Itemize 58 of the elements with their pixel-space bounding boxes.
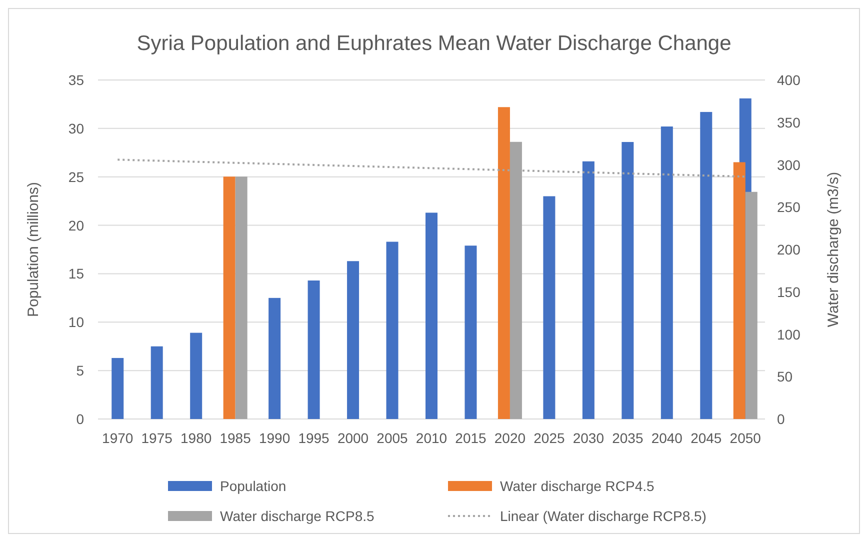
bar — [622, 142, 634, 419]
y-tick-label: 35 — [68, 72, 84, 88]
y-tick-label: 25 — [68, 168, 84, 185]
x-tick-label: 2035 — [612, 430, 644, 446]
y2-tick-label: 150 — [777, 284, 801, 300]
legend-label: Water discharge RCP4.5 — [500, 478, 655, 494]
y2-tick-label: 100 — [777, 326, 801, 342]
x-tick-label: 2050 — [730, 430, 762, 446]
y2-axis-title: Water discharge (m3/s) — [825, 172, 842, 328]
bar — [660, 126, 673, 419]
x-tick-label: 2025 — [534, 430, 565, 446]
y2-tick-label: 0 — [777, 411, 785, 427]
x-tick-label: 1990 — [258, 430, 290, 446]
x-tick-label: 2000 — [337, 430, 369, 446]
y-tick-label: 15 — [68, 266, 84, 282]
bar — [190, 332, 202, 419]
y-tick-label: 0 — [76, 411, 84, 427]
x-tick-label: 1985 — [220, 430, 252, 446]
legend-label: Linear (Water discharge RCP8.5) — [500, 508, 706, 524]
y2-tick-label: 50 — [777, 368, 793, 385]
y2-tick-label: 350 — [777, 114, 801, 130]
bar — [464, 246, 477, 419]
bar — [426, 212, 438, 419]
y-tick-label: 20 — [68, 217, 84, 234]
x-tick-label: 1995 — [298, 430, 330, 446]
x-tick-label: 2015 — [455, 430, 487, 446]
bar — [223, 176, 236, 419]
bar — [112, 358, 124, 419]
y2-tick-label: 250 — [777, 199, 801, 216]
x-tick-label: 1980 — [180, 430, 212, 446]
bar — [582, 161, 594, 419]
x-tick-label: 2030 — [572, 430, 604, 446]
x-tick-label: 2005 — [376, 430, 408, 446]
x-tick-label: 2020 — [494, 430, 526, 446]
x-tick-label: 2010 — [416, 430, 448, 446]
legend-label: Population — [220, 478, 286, 494]
bar — [308, 280, 320, 419]
bar — [543, 196, 556, 419]
x-tick-label: 2045 — [690, 430, 722, 446]
y-tick-label: 5 — [76, 362, 84, 379]
x-tick-label: 1970 — [102, 430, 134, 446]
bar — [700, 112, 712, 419]
bar — [150, 346, 163, 419]
y-tick-label: 10 — [68, 314, 84, 330]
y-tick-label: 30 — [68, 120, 84, 136]
bar — [268, 298, 281, 419]
x-tick-label: 2040 — [651, 430, 683, 446]
bar — [498, 107, 510, 419]
y2-tick-label: 400 — [777, 72, 801, 88]
y2-tick-label: 300 — [777, 156, 801, 173]
legend-label: Water discharge RCP8.5 — [220, 508, 375, 524]
bar — [386, 242, 398, 419]
x-tick-label: 1975 — [141, 430, 173, 446]
bar — [235, 176, 248, 419]
chart-title: Syria Population and Euphrates Mean Water Discharge Change — [136, 32, 732, 55]
bar — [347, 261, 360, 419]
y2-tick-label: 200 — [777, 242, 801, 258]
y-axis-title: Population (millions) — [25, 182, 42, 318]
